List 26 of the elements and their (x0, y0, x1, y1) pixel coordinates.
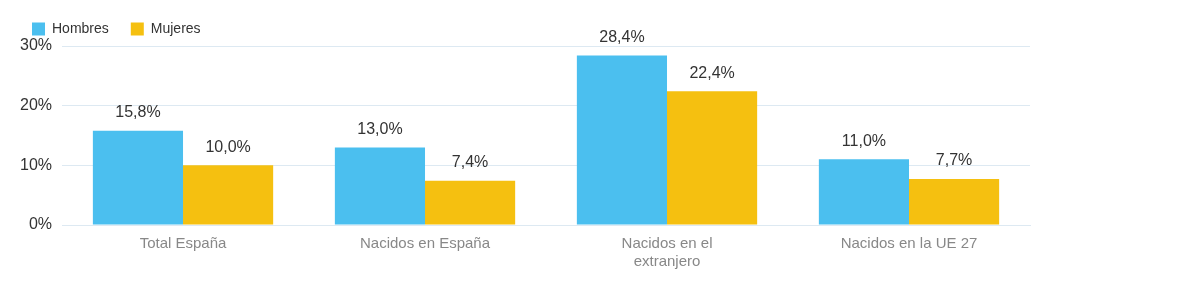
bar (183, 165, 274, 225)
bar (92, 130, 184, 225)
bar (909, 179, 1000, 225)
y-tick-label: 30% (19, 36, 53, 54)
data-label: 7,4% (451, 153, 489, 171)
bar (334, 147, 426, 225)
data-label: 7,7% (935, 151, 973, 169)
bar (667, 91, 758, 225)
legend-label: Hombres (52, 19, 109, 36)
bar (818, 159, 909, 225)
x-tick-label: Total España (139, 234, 228, 252)
legend-label: Mujeres (150, 19, 201, 36)
bar (576, 55, 668, 225)
y-tick-label: 10% (19, 155, 53, 173)
data-label: 15,8% (115, 103, 161, 121)
x-tick-label: Nacidos en España (359, 234, 491, 252)
data-label: 22,4% (689, 63, 735, 81)
data-label: 28,4% (599, 27, 645, 45)
y-tick-label: 20% (19, 96, 53, 114)
data-label: 10,0% (205, 137, 251, 155)
x-tick-label: Nacidos en la UE 27 (840, 234, 978, 252)
x-tick-label: Nacidos en el extranjero (621, 234, 713, 270)
bar (425, 180, 516, 225)
data-label: 11,0% (841, 131, 887, 149)
y-tick-label: 0% (28, 215, 53, 233)
data-label: 13,0% (357, 119, 403, 137)
